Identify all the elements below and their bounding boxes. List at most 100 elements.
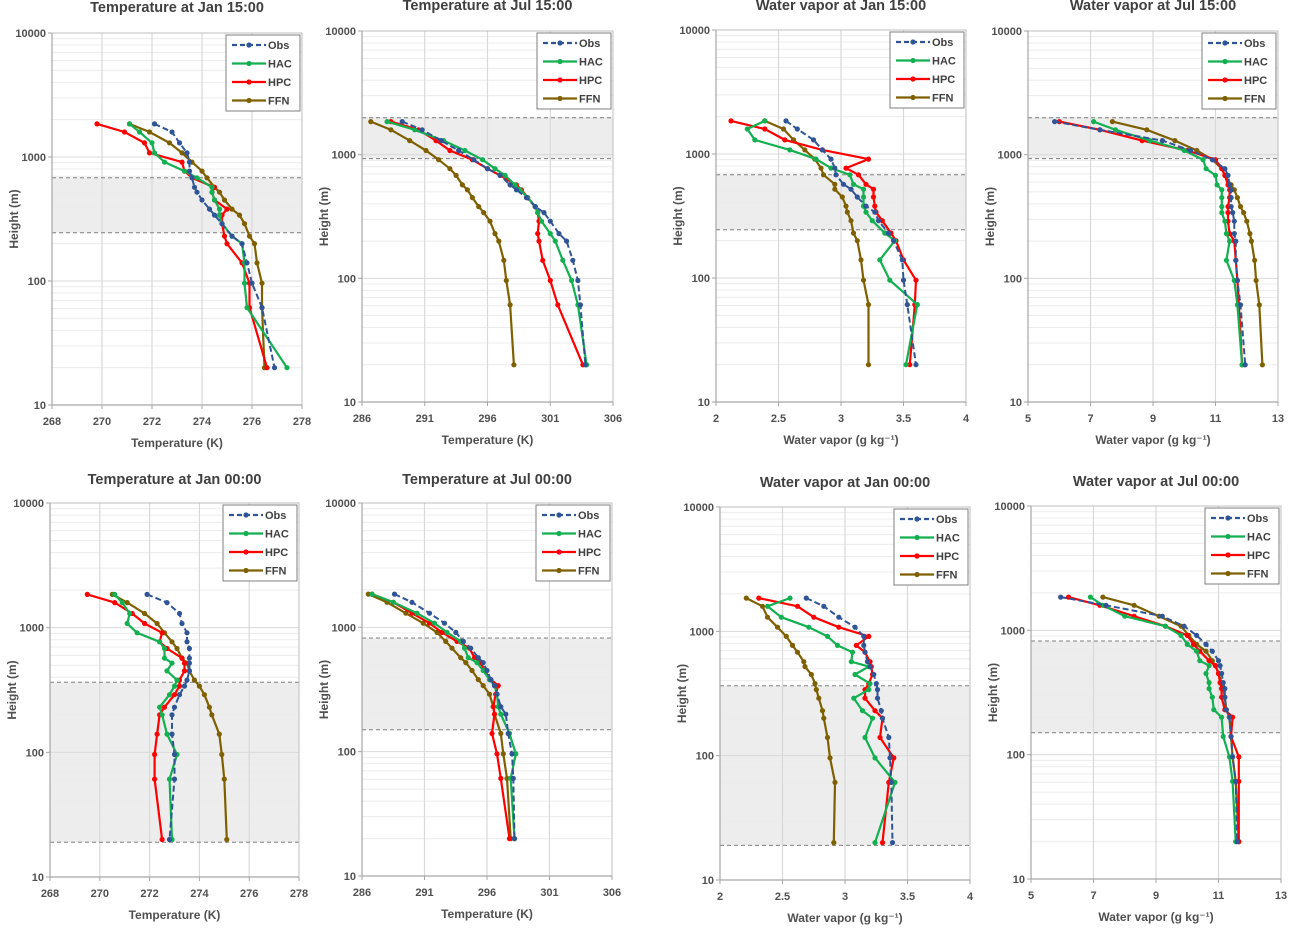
series-hac [112,591,180,843]
y-tick-label: 10000 [683,502,714,514]
data-point-ffn [216,189,223,195]
data-point-hac [851,695,857,701]
data-point-hac [872,840,878,846]
legend-item-obs: Obs [542,510,599,522]
x-axis-label: Water vapor (g kg⁻¹) [1095,433,1210,447]
data-point-ffn [813,687,819,693]
data-point-ffn [216,731,222,737]
data-point-ffn [812,681,818,687]
data-point-hac [866,687,872,693]
legend-box [225,34,301,112]
x-tick-label: 276 [240,888,258,900]
data-point-obs [507,182,513,188]
data-point-obs [840,181,847,187]
series-ffn [365,591,514,842]
data-point-hac [194,175,200,181]
legend-swatch-marker [246,97,252,104]
legend-swatch-marker [1222,40,1228,46]
data-point-ffn [801,659,807,665]
data-point-hac [787,147,793,153]
legend: Obs HAC HPC FFN [225,34,301,112]
data-point-hac [1219,204,1225,210]
data-point-obs [852,624,858,630]
data-point-ffn [819,708,826,714]
x-tick-label: 272 [140,888,158,900]
legend-swatch-marker [910,39,916,45]
data-point-obs [199,197,205,203]
data-point-obs [803,595,809,601]
data-point-obs [575,277,581,284]
data-point-hac [164,731,170,737]
data-point-ffn [850,230,857,236]
data-point-ffn [469,667,475,674]
x-tick-label: 13 [1272,413,1284,425]
data-point-hpc [1184,632,1190,639]
data-point-hac [1223,231,1229,237]
data-point-hac [887,277,893,283]
legend-swatch-marker [910,94,916,101]
data-point-ffn [368,119,374,125]
data-point-hpc [877,734,883,741]
legend-label: Obs [579,38,600,50]
data-point-ffn [459,182,465,188]
legend: Obs HAC HPC FFN [889,31,965,109]
data-point-hac [498,711,504,717]
data-point-hpc [866,633,872,640]
data-point-hpc [159,630,165,636]
legend-swatch-marker [246,60,252,67]
data-point-hpc [221,233,228,239]
data-point-hac [1091,119,1097,125]
legend-item-ffn: FFN [232,96,289,108]
data-point-obs [184,639,190,645]
x-tick-label: 276 [243,416,261,428]
x-tick-label: 11 [1213,890,1225,902]
data-point-obs [271,365,278,371]
legend-label: FFN [579,94,600,106]
data-point-ffn [504,775,510,782]
data-point-obs [1219,670,1225,677]
data-point-obs [1225,172,1231,178]
data-point-hpc [121,129,128,135]
legend-swatch-marker [1225,570,1231,577]
data-point-hpc [907,362,913,368]
x-tick-label: 291 [416,413,434,425]
data-point-ffn [124,600,130,606]
data-point-hac [560,257,566,263]
data-point-hac [384,119,390,125]
y-tick-label: 1000 [690,626,714,638]
data-point-obs [874,687,881,693]
legend-label: FFN [936,570,957,582]
legend-label: HPC [578,547,601,559]
data-point-ffn [827,755,833,761]
data-point-obs [1058,594,1064,600]
y-axis-label: Height (m) [5,660,19,719]
data-point-ffn [1248,238,1254,244]
data-point-obs [1215,658,1222,664]
x-tick-label: 2 [717,891,723,903]
data-point-hpc [879,840,886,846]
data-point-hac [479,157,486,163]
data-point-obs [497,172,503,178]
data-point-ffn [154,620,160,627]
data-point-ffn [420,620,426,626]
data-point-hac [1219,195,1225,201]
data-point-ffn [802,147,808,153]
data-point-hpc [535,231,541,237]
data-point-ffn [480,683,486,689]
data-point-hpc [491,711,498,717]
data-point-obs [438,138,444,144]
data-point-hpc [161,704,168,710]
legend-swatch-marker [557,58,563,65]
y-axis-label: Height (m) [986,663,1000,722]
legend-swatch-marker [910,76,916,82]
data-point-ffn [453,172,459,178]
data-point-hpc [855,172,862,178]
data-point-obs [191,184,198,190]
legend-label: HPC [932,74,955,86]
chart-panel-8: Water vapor at Jul 00:00 10 100 1000 10000 5 7… [986,474,1287,924]
x-tick-label: 301 [541,413,559,425]
y-axis-label: Height (m) [983,187,997,246]
data-point-obs [186,645,192,652]
data-point-hac [157,639,163,645]
data-point-hac [1223,257,1229,263]
